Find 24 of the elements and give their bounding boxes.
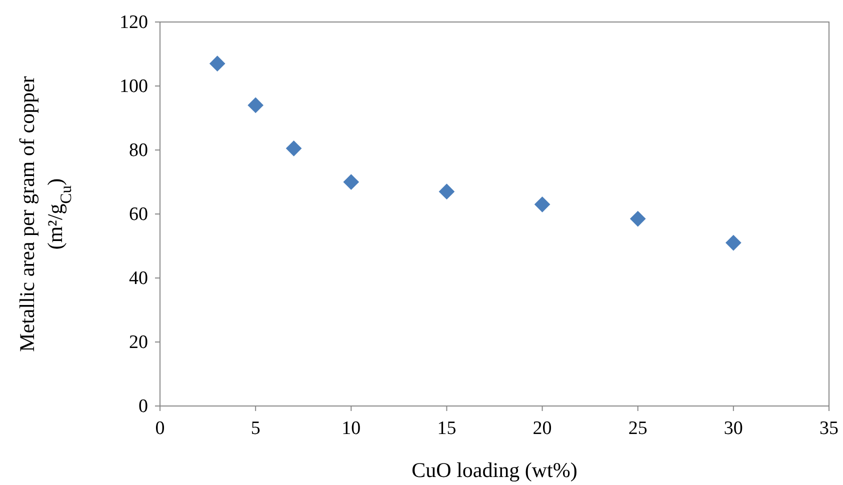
point — [248, 97, 264, 114]
point — [209, 56, 226, 72]
x-tick-label: 20 — [532, 418, 552, 439]
y-tick-label: 40 — [129, 268, 148, 289]
x-tick-label: 10 — [342, 418, 361, 439]
y-tick-label: 60 — [129, 204, 148, 225]
x-tick-label: 5 — [250, 418, 260, 439]
point — [630, 210, 646, 227]
x-tick-label: 30 — [724, 418, 743, 439]
point — [726, 234, 742, 251]
x-tick-label: 25 — [628, 418, 648, 439]
point — [534, 196, 550, 212]
y-tick-label: 120 — [120, 12, 148, 33]
point — [343, 174, 360, 190]
x-tick-label: 35 — [820, 418, 838, 439]
point — [438, 184, 455, 200]
x-axis-title: CuO loading (wt%) — [412, 458, 578, 482]
y-tick-label: 20 — [129, 332, 148, 353]
point — [286, 140, 302, 156]
x-tick-label: 0 — [155, 418, 165, 439]
x-tick-label: 15 — [437, 418, 456, 439]
y-tick-label: 100 — [120, 76, 148, 97]
y-tick-label: 80 — [129, 140, 148, 161]
y-tick-label: 0 — [138, 396, 148, 417]
